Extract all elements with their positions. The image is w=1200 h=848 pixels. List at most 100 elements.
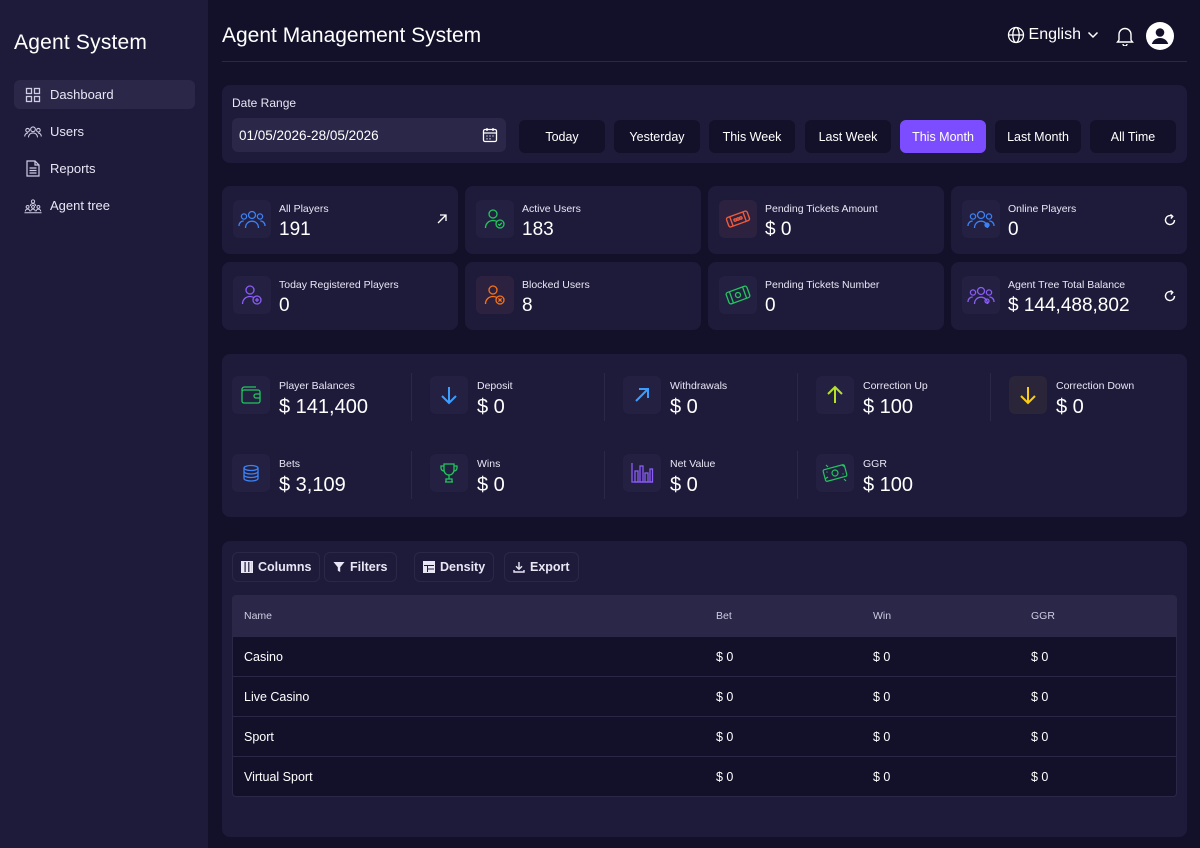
fin-value: $ 0 (477, 396, 505, 418)
sidebar-item-label: Dashboard (50, 87, 114, 102)
density-label: Density (440, 560, 486, 574)
bar-chart-icon (623, 454, 661, 492)
range-yesterday-button[interactable]: Yesterday (614, 120, 700, 153)
divider (411, 373, 412, 421)
column-header-win[interactable]: Win (873, 610, 892, 622)
sidebar-item-dashboard[interactable]: Dashboard (14, 80, 195, 109)
user-check-icon (476, 200, 514, 238)
export-button[interactable]: Export (504, 552, 579, 582)
column-header-bet[interactable]: Bet (716, 610, 732, 622)
range-last-month-button[interactable]: Last Month (995, 120, 1081, 153)
stat-label: Online Players (1008, 203, 1077, 215)
export-label: Export (530, 560, 570, 574)
filters-label: Filters (350, 560, 388, 574)
globe-icon (1007, 26, 1025, 44)
stat-card-all-players[interactable]: All Players 191 (222, 186, 458, 254)
calendar-icon[interactable] (482, 127, 498, 143)
arrow-up-right-icon[interactable] (436, 213, 448, 225)
download-icon (513, 562, 525, 573)
user-avatar[interactable] (1146, 22, 1174, 50)
arrow-down-icon (1009, 376, 1047, 414)
cell-ggr: $ 0 (1031, 689, 1049, 704)
cell-ggr: $ 0 (1031, 729, 1049, 744)
range-last-week-button[interactable]: Last Week (805, 120, 891, 153)
stat-label: Active Users (522, 203, 581, 215)
sidebar-item-users[interactable]: Users (14, 117, 195, 146)
stat-label: Pending Tickets Amount (765, 203, 878, 215)
users-group-icon (962, 276, 1000, 314)
tickets-icon (719, 200, 757, 238)
cell-ggr: $ 0 (1031, 769, 1049, 784)
cell-name: Live Casino (244, 689, 310, 704)
fin-item-withdrawals: Withdrawals $ 0 (613, 354, 793, 418)
stat-card-pending-tickets-amount[interactable]: Pending Tickets Amount $ 0 (708, 186, 944, 254)
user-block-icon (476, 276, 514, 314)
date-range-label: Date Range (232, 96, 297, 110)
stat-value: 183 (522, 219, 554, 240)
range-today-button[interactable]: Today (519, 120, 605, 153)
column-header-ggr[interactable]: GGR (1031, 610, 1055, 622)
table-row[interactable]: Live Casino $ 0 $ 0 $ 0 (233, 676, 1176, 716)
fin-label: Bets (279, 458, 301, 470)
stat-value: $ 0 (765, 219, 792, 240)
stat-label: All Players (279, 203, 329, 215)
sidebar-item-label: Reports (50, 161, 96, 176)
cell-name: Sport (244, 729, 274, 744)
range-all-time-button[interactable]: All Time (1090, 120, 1176, 153)
filters-button[interactable]: Filters (324, 552, 397, 582)
arrow-up-icon (816, 376, 854, 414)
stat-value: 8 (522, 295, 533, 316)
fin-label: Deposit (477, 380, 513, 392)
table-row[interactable]: Virtual Sport $ 0 $ 0 $ 0 (233, 756, 1176, 796)
stat-card-blocked-users[interactable]: Blocked Users 8 (465, 262, 701, 330)
sidebar-item-label: Users (50, 124, 84, 139)
cell-win: $ 0 (873, 689, 891, 704)
fin-item-ggr: GGR $ 100 (806, 432, 986, 496)
user-icon (1151, 28, 1169, 44)
ticket-icon (719, 276, 757, 314)
columns-button[interactable]: Columns (232, 552, 321, 582)
cell-win: $ 0 (873, 769, 891, 784)
divider (990, 373, 991, 421)
fin-label: Withdrawals (670, 380, 728, 392)
fin-value: $ 141,400 (279, 396, 368, 418)
stat-value: 0 (765, 295, 776, 316)
users-icon (24, 123, 42, 141)
stat-value: 191 (279, 219, 311, 240)
fin-value: $ 0 (477, 474, 505, 496)
stat-card-agent-tree-total-balance[interactable]: Agent Tree Total Balance $ 144,488,802 (951, 262, 1187, 330)
sidebar-item-reports[interactable]: Reports (14, 154, 195, 183)
table-row[interactable]: Casino $ 0 $ 0 $ 0 (233, 636, 1176, 676)
date-range-input[interactable]: 01/05/2026-28/05/2026 (232, 118, 506, 152)
stat-value: $ 144,488,802 (1008, 295, 1130, 316)
fin-item-bets: Bets $ 3,109 (222, 432, 402, 496)
divider (604, 373, 605, 421)
table-header-row: Name Bet Win GGR (233, 596, 1176, 636)
sidebar: Agent System Dashboard Users Reports Age… (0, 0, 208, 848)
notification-bell-icon[interactable] (1116, 26, 1134, 46)
cell-bet: $ 0 (716, 769, 734, 784)
stat-label: Pending Tickets Number (765, 279, 880, 291)
arrow-down-icon (430, 376, 468, 414)
divider (797, 373, 798, 421)
stat-card-today-registered-players[interactable]: Today Registered Players 0 (222, 262, 458, 330)
sidebar-nav: Dashboard Users Reports Agent tree (14, 80, 195, 228)
cell-ggr: $ 0 (1031, 649, 1049, 664)
column-header-name[interactable]: Name (244, 610, 273, 622)
fin-label: Correction Down (1056, 380, 1135, 392)
divider (604, 451, 605, 499)
stat-card-active-users[interactable]: Active Users 183 (465, 186, 701, 254)
range-this-month-button[interactable]: This Month (900, 120, 986, 153)
stat-card-online-players[interactable]: Online Players 0 (951, 186, 1187, 254)
tree-icon (24, 197, 42, 215)
language-selector[interactable]: English (1007, 26, 1099, 44)
sidebar-item-agent-tree[interactable]: Agent tree (14, 191, 195, 220)
stat-card-pending-tickets-number[interactable]: Pending Tickets Number 0 (708, 262, 944, 330)
density-button[interactable]: Density (414, 552, 495, 582)
cell-name: Virtual Sport (244, 769, 313, 784)
refresh-icon[interactable] (1163, 213, 1177, 227)
fin-item-wins: Wins $ 0 (420, 432, 600, 496)
refresh-icon[interactable] (1163, 289, 1177, 303)
range-this-week-button[interactable]: This Week (709, 120, 795, 153)
table-row[interactable]: Sport $ 0 $ 0 $ 0 (233, 716, 1176, 756)
